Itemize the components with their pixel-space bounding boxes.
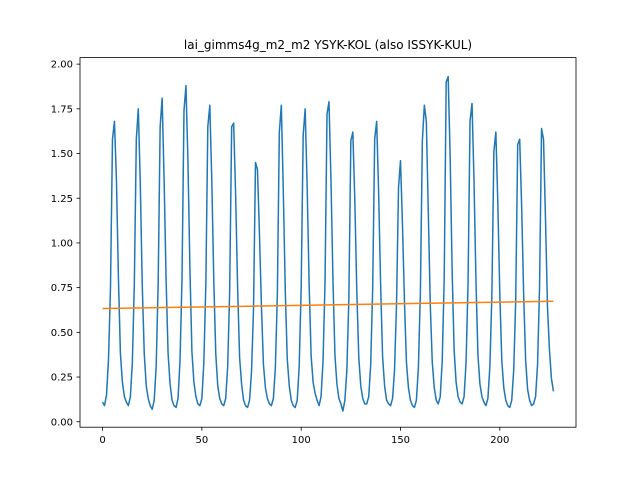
y-tick-label: 1.75	[51, 104, 73, 115]
x-tick-label: 100	[292, 435, 311, 446]
x-axis: 0 50 100 150 200	[99, 427, 509, 446]
lai-series-line	[101, 75, 555, 412]
trend-line	[102, 300, 554, 310]
x-tick-label: 200	[490, 435, 509, 446]
y-tick-label: 1.00	[51, 239, 73, 250]
x-tick-label: 50	[195, 435, 208, 446]
plot-area	[101, 75, 555, 412]
axes-frame	[79, 57, 577, 428]
y-tick-label: 1.25	[51, 194, 73, 205]
y-axis: 0.00 0.25 0.50 0.75 1.00 1.25 1.50 1.75 2.00	[51, 60, 80, 428]
x-tick-label: 0	[99, 435, 105, 446]
y-tick-label: 0.25	[51, 373, 73, 384]
y-tick-label: 0.00	[51, 417, 73, 428]
y-tick-label: 0.75	[51, 283, 73, 294]
chart-title: lai_gimms4g_m2_m2 YSYK-KOL (also ISSYK-K…	[184, 38, 472, 52]
y-tick-label: 0.50	[51, 328, 73, 339]
x-tick-label: 150	[391, 435, 410, 446]
y-tick-label: 2.00	[51, 60, 73, 71]
y-tick-label: 1.50	[51, 149, 73, 160]
